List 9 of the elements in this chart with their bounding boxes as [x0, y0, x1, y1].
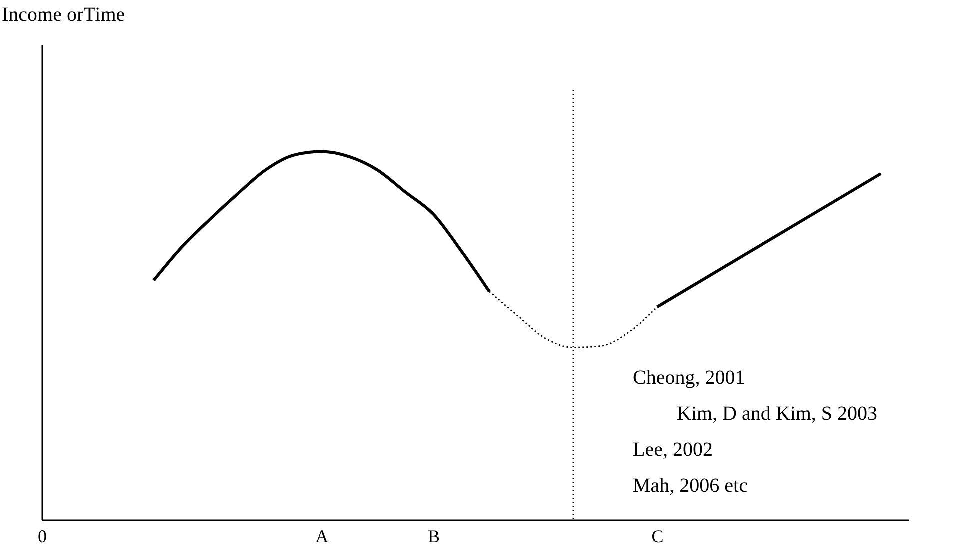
annotation: Kim, D and Kim, S 2003 — [677, 403, 878, 425]
annotation: Mah, 2006 etc — [633, 475, 748, 497]
x-tick-label: 0 — [38, 526, 47, 546]
text: Income orTime — [2, 4, 126, 26]
x-tick-label: B — [428, 526, 440, 546]
x-tick-label: A — [316, 526, 329, 546]
annotation: Lee, 2002 — [633, 439, 713, 461]
x-tick-label: C — [652, 526, 664, 546]
annotation: Cheong, 2001 — [633, 367, 746, 389]
